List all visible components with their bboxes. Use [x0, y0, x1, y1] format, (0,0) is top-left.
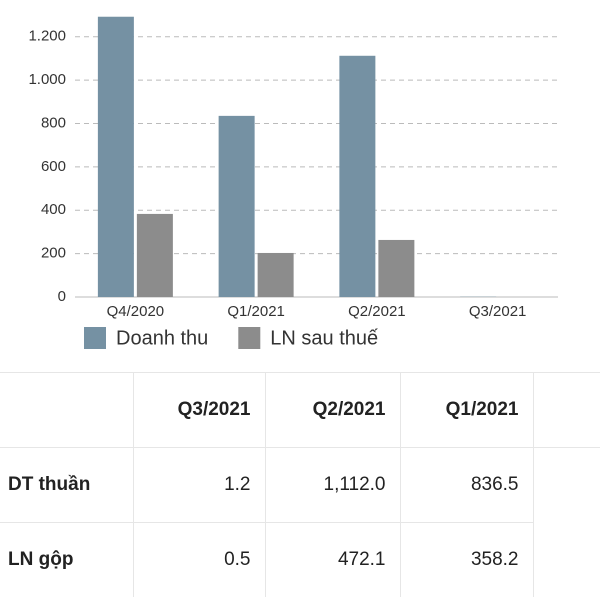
corner-cell — [0, 372, 134, 448]
legend-swatch — [238, 327, 261, 349]
y-tick-label: 1.200 — [28, 28, 66, 45]
bar — [136, 213, 173, 297]
table-row: LN gộp 0.5 472.1 358.2 — [0, 522, 600, 597]
y-tick-label: 800 — [41, 114, 66, 131]
x-tick-label: Q3/2021 — [469, 303, 527, 320]
row-label: LN gộp — [0, 522, 134, 597]
table-cell: 1.2 — [133, 447, 266, 523]
table-cell: 358.2 — [400, 522, 534, 597]
x-tick-label: Q1/2021 — [227, 303, 285, 320]
x-tick-label: Q4/2020 — [107, 303, 165, 320]
legend-swatch — [84, 327, 106, 349]
header-cell: Q1/2021 — [400, 372, 534, 448]
y-tick-label: 400 — [41, 201, 66, 218]
y-tick-label: 200 — [41, 245, 66, 262]
table-cell: 836.5 — [400, 447, 534, 523]
table-cell: 0.5 — [133, 522, 266, 597]
bar — [378, 239, 415, 297]
bar — [97, 16, 134, 298]
bar — [257, 252, 294, 297]
x-tick-label: Q2/2021 — [348, 303, 406, 320]
table-cell: 472.1 — [265, 522, 401, 597]
y-tick-label: 0 — [58, 288, 66, 305]
y-tick-label: 600 — [41, 158, 66, 175]
table-cell: 1 — [533, 447, 600, 523]
table-cell: 1,112.0 — [265, 447, 401, 523]
legend-label: Doanh thu — [116, 327, 208, 349]
bar — [218, 115, 255, 297]
header-cell: Q4/2020 — [533, 372, 600, 448]
header-cell: Q2/2021 — [265, 372, 401, 448]
header-cell: Q3/2021 — [133, 372, 266, 448]
row-label: DT thuần — [0, 447, 134, 523]
y-tick-label: 1.000 — [28, 71, 66, 88]
chart: 0 200 400 600 800 1.000 1.200 Q4/2020 Q1/2021 Q2/… — [28, 16, 558, 349]
legend-label: LN sau thuế — [270, 327, 378, 349]
bar — [339, 55, 376, 297]
